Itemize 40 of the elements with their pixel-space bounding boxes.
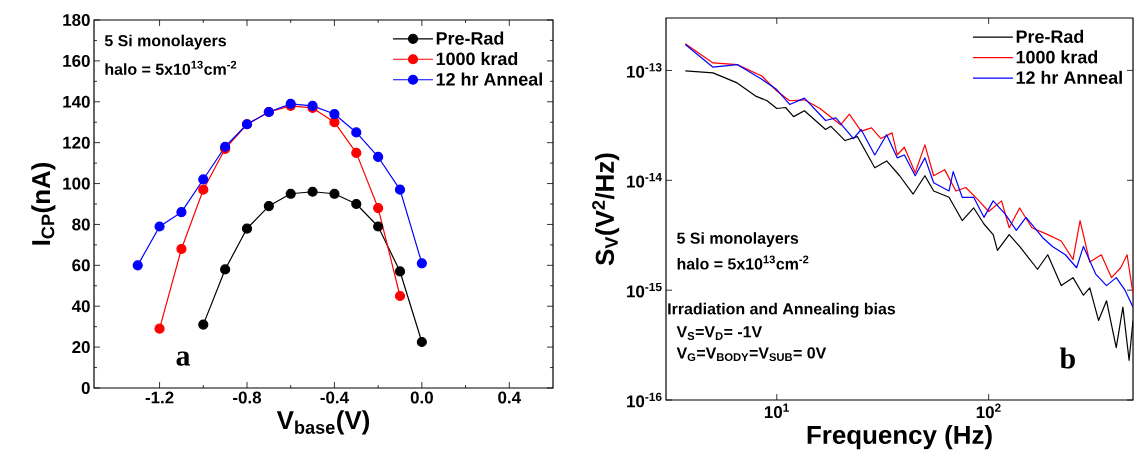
annotation: 5 Si monolayers — [677, 232, 799, 248]
x-tick-label: -1.2 — [145, 391, 174, 404]
y-tick-label: 10$^{-14}$ — [627, 173, 662, 188]
x-tick-label: -0.8 — [233, 391, 262, 404]
legend-label: 12 hr Anneal — [436, 72, 542, 86]
annotation: b — [1059, 347, 1075, 369]
legend-label: 1000 krad — [1016, 50, 1098, 64]
x-axis-title: Frequency (Hz) — [807, 425, 992, 450]
x-tick-label: 0.4 — [498, 391, 521, 404]
legend-label: Pre-Rad — [436, 31, 504, 45]
y-tick-label: 160 — [63, 54, 90, 67]
annotation: halo = 5x10$^{13}$cm$^{-2}$ — [677, 255, 809, 270]
y-axis-title: I$_{CP}$(nA) — [31, 162, 56, 245]
x-axis-title: V$_{base}$(V) — [276, 410, 370, 435]
y-tick-label: 180 — [63, 14, 90, 26]
y-tick-label: 100 — [63, 177, 90, 190]
legend-label: 12 hr Anneal — [1016, 70, 1122, 84]
x-tick-label: -0.4 — [320, 391, 349, 404]
y-tick-label: 20 — [72, 341, 90, 354]
annotation: V$_{G}$=V$_{BODY}$=V$_{SUB}$= 0V — [676, 347, 827, 362]
y-tick-label: 10$^{-13}$ — [627, 63, 662, 78]
y-tick-label: 10$^{-15}$ — [627, 282, 662, 298]
y-tick-label: 10$^{-16}$ — [627, 392, 662, 408]
x-tick-label: 0.0 — [410, 391, 433, 404]
y-tick-label: 80 — [72, 218, 90, 231]
annotation: V$_{S}$=V$_{D}$= -1V — [676, 326, 763, 340]
annotation: Irradiation and Annealing bias — [668, 302, 896, 318]
y-tick-label: 120 — [63, 136, 90, 149]
y-tick-label: 40 — [71, 300, 90, 313]
annotation: 5 Si monolayers — [104, 34, 226, 50]
x-tick-label: 10$^{2}$ — [976, 403, 1001, 419]
legend-label: 1000 krad — [436, 52, 518, 66]
legend-label: Pre-Rad — [1016, 29, 1084, 44]
x-tick-label: 10$^{1}$ — [764, 403, 789, 419]
y-tick-label: 60 — [72, 259, 90, 272]
annotation: a — [176, 351, 191, 366]
annotation: halo = 5x10$^{13}$cm$^{-2}$ — [105, 60, 237, 75]
y-axis-title: S$_{V}$(V$^{2}$/Hz) — [592, 153, 620, 266]
y-tick-label: 140 — [63, 95, 90, 108]
y-tick-label: 0 — [81, 382, 90, 394]
